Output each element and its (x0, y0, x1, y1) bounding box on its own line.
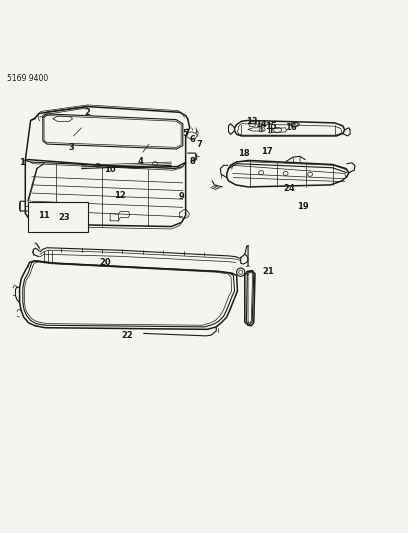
Text: 16: 16 (285, 123, 296, 132)
Text: 13: 13 (246, 117, 258, 126)
Text: 12: 12 (115, 191, 126, 200)
Text: 2: 2 (85, 108, 91, 117)
Text: 10: 10 (104, 165, 116, 174)
Text: 15: 15 (266, 122, 277, 131)
Text: 23: 23 (59, 213, 70, 222)
Text: 11: 11 (38, 211, 50, 220)
Text: 9: 9 (179, 192, 184, 201)
Text: 19: 19 (297, 201, 308, 211)
Text: 1: 1 (20, 158, 25, 167)
Text: 6: 6 (190, 135, 195, 144)
Text: 24: 24 (284, 184, 295, 192)
Text: 7: 7 (196, 140, 202, 149)
Text: 8: 8 (190, 157, 195, 166)
Text: 18: 18 (238, 149, 250, 158)
Text: 22: 22 (122, 330, 133, 340)
Bar (28, 203, 88, 232)
Text: 5169 9400: 5169 9400 (7, 74, 49, 83)
Text: 3: 3 (69, 143, 74, 152)
Text: 4: 4 (138, 157, 144, 166)
Text: 21: 21 (263, 267, 274, 276)
Text: 20: 20 (100, 258, 111, 267)
Text: 5: 5 (183, 129, 188, 138)
Text: 14: 14 (255, 120, 267, 129)
Text: 17: 17 (262, 147, 273, 156)
